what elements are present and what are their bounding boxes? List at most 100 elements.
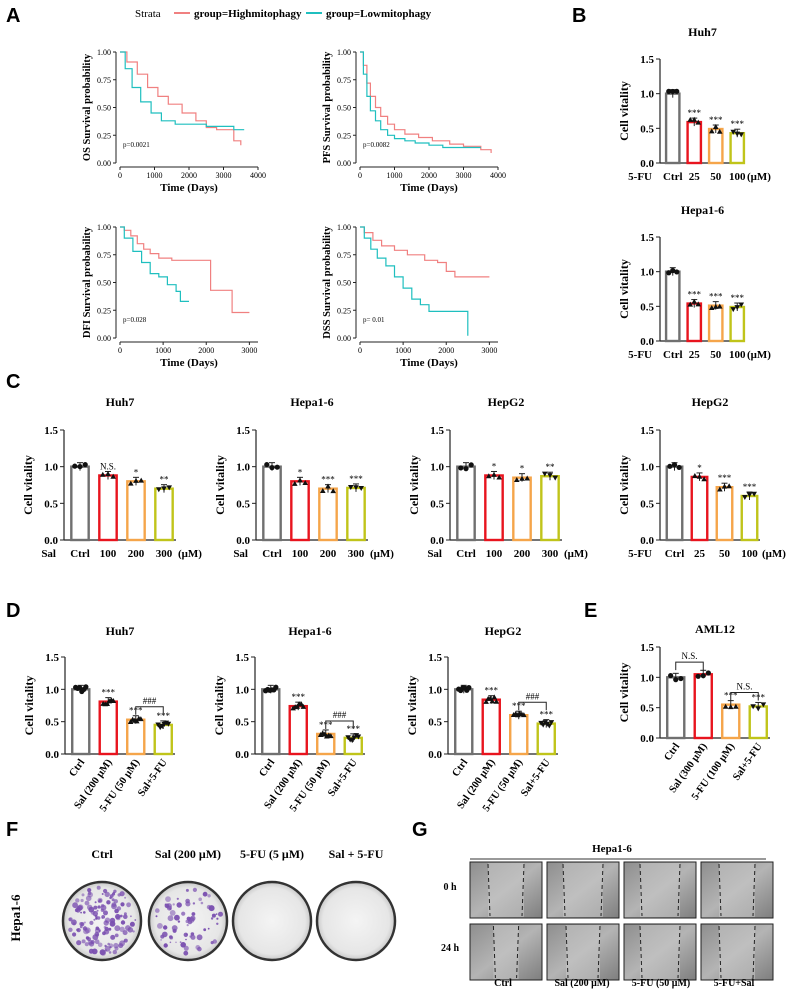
data-point — [493, 698, 500, 704]
colony — [176, 897, 179, 900]
significance-label: * — [697, 463, 702, 473]
significance-label: * — [134, 467, 139, 477]
colony — [195, 945, 201, 950]
bar-chart-b-huh7: Huh7 0.0 0.5 1.0 1.5 Cell vitality Ctrl *** 25 **… — [617, 25, 771, 183]
bar-y-tick-label: 0.0 — [640, 158, 654, 170]
bar-chart-c-hepg2-sal: HepG2 0.0 0.5 1.0 1.5 Cell vitality Ctrl * 100 * 2… — [407, 395, 588, 560]
colony — [83, 928, 90, 935]
km-x-label: Time (Days) — [400, 357, 458, 369]
bar-unit-label: (μM) — [747, 349, 771, 361]
bar-treatment-label: 5-FU — [628, 171, 652, 183]
scratch-edge-line — [562, 863, 566, 917]
km-p-value: p=0.0082 — [363, 141, 390, 149]
scratch-edge-line — [639, 863, 643, 917]
data-point — [489, 698, 496, 704]
significance-label: * — [492, 461, 497, 471]
km-y-tick-label: 0.75 — [97, 76, 111, 85]
colony — [90, 910, 95, 915]
km-y-tick-label: 0.00 — [97, 334, 111, 343]
bar-y-label: Cell vitality — [617, 663, 631, 723]
bar-chart-b-hepa1-6: Hepa1-6 0.0 0.5 1.0 1.5 Cell vitality Ctrl *** 2… — [617, 203, 771, 361]
bar — [740, 494, 759, 542]
colony — [189, 935, 192, 938]
bar-treatment-label: 5-FU — [628, 349, 652, 361]
km-y-tick-label: 0.75 — [337, 76, 351, 85]
bar-y-label: Cell vitality — [212, 676, 226, 736]
bar-title: AML12 — [695, 622, 735, 636]
bar-category-label: 100 — [729, 349, 746, 361]
km-y-tick-label: 0.75 — [97, 251, 111, 260]
significance-label: *** — [743, 482, 757, 492]
colony — [87, 891, 92, 896]
data-point — [746, 492, 753, 498]
bar-title: HepG2 — [692, 395, 729, 409]
colony — [177, 920, 181, 923]
colony — [97, 905, 101, 909]
bar-category-label: 25 — [689, 171, 701, 183]
bar — [261, 688, 281, 756]
data-point — [328, 733, 334, 739]
colony — [81, 939, 86, 944]
bar-y-tick-label: 1.0 — [236, 462, 250, 474]
data-point — [696, 473, 703, 479]
colony — [76, 928, 81, 933]
colony — [202, 891, 208, 897]
colony — [75, 898, 80, 903]
data-point — [127, 480, 134, 486]
km-x-tick-label: 3000 — [456, 171, 472, 180]
bar-y-label: Cell vitality — [22, 676, 36, 736]
colony — [185, 901, 191, 907]
colony — [176, 902, 182, 908]
colony — [172, 903, 175, 906]
col-label-sal: Sal (200 μM) — [554, 978, 609, 989]
colony — [162, 931, 168, 938]
bar — [686, 120, 703, 165]
bar-category-label: Ctrl — [662, 741, 682, 763]
scratch-gap — [566, 925, 600, 979]
colony — [180, 942, 186, 948]
data-point — [666, 270, 672, 276]
colony — [218, 911, 223, 917]
km-y-tick-label: 0.00 — [337, 334, 351, 343]
bar — [707, 304, 724, 343]
colony — [93, 918, 96, 921]
colony — [80, 898, 84, 903]
col-label-5fu: 5-FU (50 μM) — [632, 978, 690, 989]
colony — [198, 897, 202, 902]
bar-chart-c-hepg2-5fu: HepG2 0.0 0.5 1.0 1.5 Cell vitality Ctrl * 25 ***… — [617, 395, 786, 560]
bar — [536, 722, 556, 756]
scratch-edge-line — [718, 863, 722, 917]
data-point — [355, 734, 362, 740]
km-x-tick-label: 1000 — [155, 346, 171, 355]
colony — [106, 901, 109, 904]
bar-y-tick-label: 0.0 — [640, 535, 654, 547]
data-point — [671, 462, 678, 468]
data-point — [133, 477, 139, 483]
km-x-label: Time (Days) — [160, 182, 218, 194]
colony — [68, 917, 73, 922]
bar-chart-c-huh7: Huh7 0.0 0.5 1.0 1.5 Cell vitality Ctrl N.S. 100… — [21, 395, 202, 560]
bar-y-tick-label: 0.5 — [428, 717, 442, 729]
bracket-label: ### — [526, 691, 540, 701]
panel-g-wound-healing: Hepa1-6 0 h 24 h Ctrl Sal (200 μM) 5-FU … — [441, 843, 774, 989]
colony — [210, 917, 214, 920]
data-point — [695, 301, 702, 307]
data-point — [670, 88, 676, 95]
colony — [104, 945, 111, 952]
colony — [179, 941, 182, 943]
bar-title: HepG2 — [488, 395, 525, 409]
bar — [509, 714, 529, 756]
data-point — [712, 303, 719, 309]
colony — [80, 911, 82, 914]
data-point — [72, 463, 78, 469]
bar-y-tick-label: 1.5 — [640, 232, 654, 244]
data-point — [519, 475, 525, 481]
colony — [108, 943, 114, 948]
bar-treatment-label: Sal — [41, 548, 56, 560]
km-x-tick-label: 0 — [118, 346, 122, 355]
bar-y-tick-label: 1.5 — [640, 642, 654, 654]
colony — [155, 908, 160, 913]
data-point — [705, 670, 711, 676]
bracket-label: ### — [333, 710, 347, 720]
significance-label: *** — [540, 710, 554, 720]
